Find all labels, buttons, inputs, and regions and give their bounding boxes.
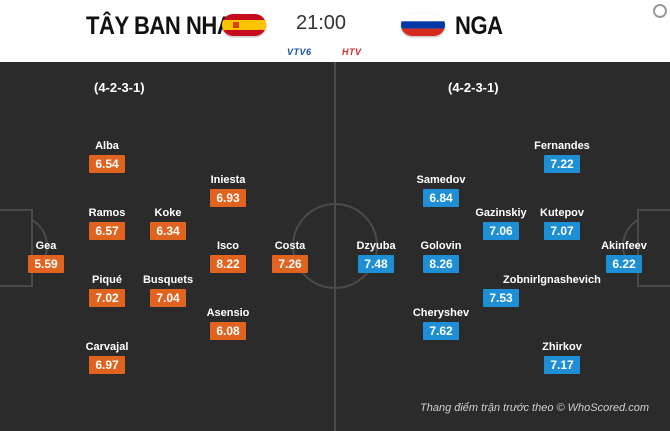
player-name: Busquets <box>142 274 194 286</box>
htv-logo: HTV <box>342 47 362 57</box>
russia-flag-icon <box>401 14 445 36</box>
home-team-name: TÂY BAN NHA <box>86 12 233 40</box>
player-rating: 7.06 <box>483 222 519 240</box>
player-name: Samedov <box>416 174 466 186</box>
player-rating: 7.62 <box>423 322 459 340</box>
player-name: Golovin <box>420 240 462 252</box>
player-rating: 7.04 <box>150 289 186 307</box>
player-name: Asensio <box>206 307 250 319</box>
home-player-gea: Gea 5.59 <box>16 240 76 273</box>
player-name: Zhirkov <box>542 341 582 353</box>
player-rating: 7.07 <box>544 222 580 240</box>
pitch-markings <box>0 62 670 431</box>
player-rating: 8.22 <box>210 255 246 273</box>
player-name: Iniesta <box>210 174 246 186</box>
corner-icon <box>653 4 667 18</box>
player-rating: 8.26 <box>423 255 459 273</box>
player-name: Gea <box>35 240 57 252</box>
player-name: Piqué <box>92 274 122 286</box>
away-player-akinfeev: Akinfeev 6.22 <box>594 240 654 273</box>
vtv6-logo: VTV6 <box>287 47 312 57</box>
spain-flag-icon <box>222 14 266 36</box>
player-rating: 6.08 <box>210 322 246 340</box>
kickoff-time: 21:00 <box>296 12 347 34</box>
player-rating: 6.22 <box>606 255 642 273</box>
player-name: Koke <box>154 207 182 219</box>
away-player-golovin: Golovin 8.26 <box>411 240 471 273</box>
pitch <box>0 62 670 431</box>
player-rating: 7.48 <box>358 255 394 273</box>
away-player-cheryshev: Cheryshev 7.62 <box>411 307 471 340</box>
away-formation: (4-2-3-1) <box>448 80 499 95</box>
player-rating: 6.93 <box>210 189 246 207</box>
player-name: Costa <box>274 240 306 252</box>
away-player-zhirkov: Zhirkov 7.17 <box>532 341 592 374</box>
player-name: Cheryshev <box>412 307 470 319</box>
away-player-dzyuba: Dzyuba 7.48 <box>346 240 406 273</box>
match-header: TÂY BAN NHA 21:00 NGA VTV6 HTV <box>0 0 670 62</box>
player-name: Zobnirlgnashevich <box>503 274 601 286</box>
home-player-iniesta: Iniesta 6.93 <box>198 174 258 207</box>
home-player-busquets: Busquets 7.04 <box>138 274 198 307</box>
player-name: Isco <box>216 240 239 252</box>
player-rating: 6.97 <box>89 356 125 374</box>
home-player-carvajal: Carvajal 6.97 <box>77 341 137 374</box>
player-rating: 5.59 <box>28 255 64 273</box>
home-player-asensio: Asensio 6.08 <box>198 307 258 340</box>
home-player-ramos: Ramos 6.57 <box>77 207 137 240</box>
away-player-fernandes: Fernandes 7.22 <box>532 140 592 173</box>
player-name: Carvajal <box>85 341 129 353</box>
source-credit: Thang điểm trận trước theo © WhoScored.c… <box>420 402 649 414</box>
home-player-pique: Piqué 7.02 <box>77 274 137 307</box>
home-player-isco: Isco 8.22 <box>198 240 258 273</box>
player-rating: 6.54 <box>89 155 125 173</box>
away-player-kutepov: Kutepov 7.07 <box>532 207 592 240</box>
player-rating: 7.02 <box>89 289 125 307</box>
player-rating: 6.84 <box>423 189 459 207</box>
away-player-gazinskiy: Gazinskiy 7.06 <box>471 207 531 240</box>
player-name: Gazinskiy <box>475 207 527 219</box>
away-player-zobnin-ignashevich: Zobnirlgnashevich 7.53 <box>471 274 601 307</box>
player-rating: 7.17 <box>544 356 580 374</box>
player-rating: 7.26 <box>272 255 308 273</box>
player-rating: 7.53 <box>483 289 519 307</box>
away-team-name: NGA <box>455 12 503 40</box>
player-name: Fernandes <box>534 140 590 152</box>
home-player-koke: Koke 6.34 <box>138 207 198 240</box>
player-name: Akinfeev <box>601 240 647 252</box>
home-player-alba: Alba 6.54 <box>77 140 137 173</box>
player-name: Kutepov <box>540 207 584 219</box>
player-name: Ramos <box>88 207 126 219</box>
away-player-samedov: Samedov 6.84 <box>411 174 471 207</box>
player-rating: 6.34 <box>150 222 186 240</box>
player-name: Dzyuba <box>356 240 396 252</box>
player-name: Alba <box>95 140 119 152</box>
home-formation: (4-2-3-1) <box>94 80 145 95</box>
player-rating: 7.22 <box>544 155 580 173</box>
home-player-costa: Costa 7.26 <box>260 240 320 273</box>
player-rating: 6.57 <box>89 222 125 240</box>
